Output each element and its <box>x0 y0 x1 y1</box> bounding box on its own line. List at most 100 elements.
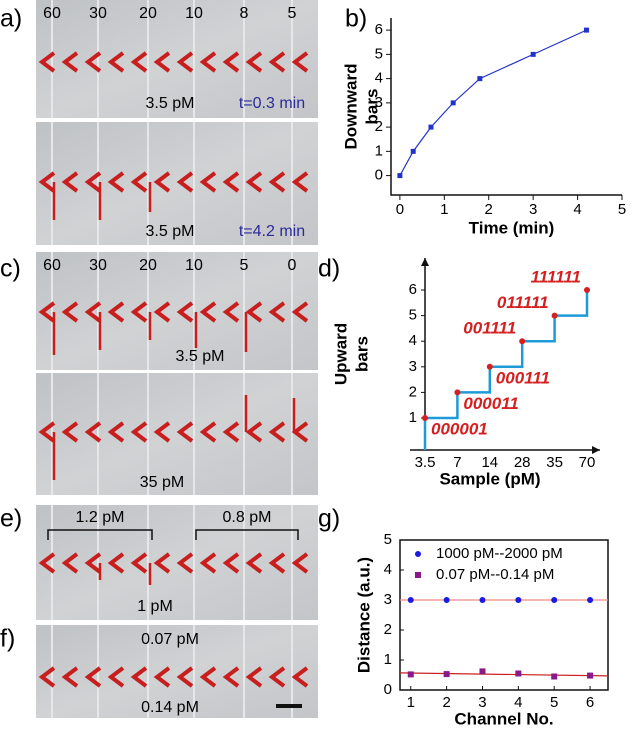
chevron <box>61 666 79 688</box>
y-tick-label: 0 <box>384 681 392 698</box>
chevron <box>176 552 194 574</box>
channel-label: 30 <box>89 5 107 22</box>
chevron <box>245 51 263 73</box>
data-point <box>477 76 483 82</box>
x-tick-label: 35 <box>546 454 563 471</box>
concentration-label: 0.8 pM <box>223 509 272 526</box>
data-point <box>407 671 414 678</box>
chevron <box>130 421 148 443</box>
data-point <box>454 389 461 396</box>
chevron <box>176 421 194 443</box>
chevron <box>222 666 240 688</box>
y-tick-label: 3 <box>409 358 417 375</box>
data-point <box>428 124 434 130</box>
chevron <box>268 666 286 688</box>
time-label: t=0.3 min <box>239 95 305 112</box>
concentration-label: 1 pM <box>137 598 173 615</box>
channel-label: 8 <box>240 5 249 22</box>
x-tick-label: 4 <box>573 201 581 218</box>
chevron <box>130 301 148 323</box>
legend-label: 1000 pM--2000 pM <box>436 545 563 562</box>
chevron <box>61 171 79 193</box>
chevron <box>84 421 102 443</box>
legend-label: 0.07 pM--0.14 pM <box>436 566 554 583</box>
chevron <box>130 552 148 574</box>
concentration-label: 0.14 pM <box>141 699 199 716</box>
chevron <box>291 301 309 323</box>
chevron <box>61 552 79 574</box>
chevron <box>61 421 79 443</box>
chevron <box>153 421 171 443</box>
chevron <box>245 552 263 574</box>
panel-label: c) <box>0 255 21 283</box>
chevron <box>107 301 125 323</box>
x-tick-label: 1 <box>440 201 448 218</box>
chevron <box>268 421 286 443</box>
axis-arrow <box>421 258 429 266</box>
data-point <box>397 173 403 179</box>
chevron <box>38 51 56 73</box>
y-tick-label: 3 <box>375 94 383 111</box>
channel-label: 10 <box>185 5 203 22</box>
panel-label: g) <box>318 505 340 533</box>
data-point <box>551 597 558 603</box>
data-point <box>530 51 536 57</box>
chevron <box>222 301 240 323</box>
concentration-label: 1.2 pM <box>76 509 125 526</box>
chevron <box>268 51 286 73</box>
chevron <box>222 171 240 193</box>
bracket <box>195 529 299 540</box>
data-point <box>584 287 590 293</box>
chevron <box>38 552 56 574</box>
chevron <box>38 171 56 193</box>
chevron <box>61 301 79 323</box>
chevron <box>245 301 263 323</box>
x-tick-label: 70 <box>579 454 596 471</box>
chevron <box>107 421 125 443</box>
x-axis-label: Time (min) <box>469 218 555 237</box>
chevron <box>84 171 102 193</box>
code-label: 001111 <box>463 319 516 338</box>
chevron <box>291 51 309 73</box>
time-label: t=4.2 min <box>239 223 305 240</box>
y-tick-label: 1 <box>384 651 392 668</box>
chevron <box>107 51 125 73</box>
y-tick-label: 1 <box>375 142 383 159</box>
chevron <box>61 51 79 73</box>
chevron <box>84 666 102 688</box>
channel-label: 5 <box>288 5 297 22</box>
axis-arrow <box>592 446 600 454</box>
channel-label: 5 <box>240 257 249 274</box>
y-tick-label: 0 <box>375 167 383 184</box>
chevron <box>268 301 286 323</box>
y-axis-label: Distance (a.u.) <box>354 557 373 673</box>
code-label: 000011 <box>463 394 518 413</box>
panel-label: e) <box>0 505 22 533</box>
code-label: 000111 <box>496 368 550 387</box>
axis <box>390 18 622 196</box>
x-tick-label: 1 <box>407 694 415 711</box>
chevron <box>176 301 194 323</box>
x-tick-label: 3 <box>529 201 537 218</box>
x-tick-label: 3 <box>478 694 486 711</box>
y-tick-label: 6 <box>409 281 417 298</box>
chevron <box>130 171 148 193</box>
data-point <box>479 597 486 603</box>
data-point <box>486 363 493 370</box>
channel-label: 20 <box>139 5 157 22</box>
data-point <box>551 673 558 680</box>
chevron <box>245 666 263 688</box>
chevron <box>153 301 171 323</box>
data-point <box>587 597 594 603</box>
chevron <box>199 301 217 323</box>
channel-label: 10 <box>185 257 203 274</box>
x-tick-label: 0 <box>396 201 404 218</box>
chevron <box>153 171 171 193</box>
chevron <box>176 51 194 73</box>
chevron <box>222 421 240 443</box>
chevron <box>199 421 217 443</box>
legend-marker <box>415 551 421 557</box>
x-axis-label: Channel No. <box>454 709 553 728</box>
x-tick-label: 28 <box>514 454 531 471</box>
x-tick-label: 3.5 <box>415 454 436 471</box>
